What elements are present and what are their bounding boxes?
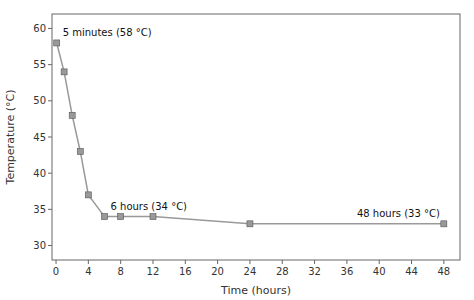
- marker: [118, 214, 124, 220]
- x-tick-label: 12: [147, 266, 160, 277]
- x-tick-label: 8: [117, 266, 123, 277]
- annotation: 48 hours (33 °C): [357, 208, 440, 219]
- marker: [150, 214, 156, 220]
- x-tick: [152, 260, 153, 264]
- x-tick-label: 32: [308, 266, 321, 277]
- x-tick: [282, 260, 283, 264]
- y-tick: [48, 209, 52, 210]
- x-tick-label: 36: [341, 266, 354, 277]
- x-tick-label: 28: [276, 266, 289, 277]
- marker: [77, 148, 83, 154]
- y-tick-label: 30: [33, 240, 46, 251]
- x-tick: [249, 260, 250, 264]
- marker: [54, 40, 60, 46]
- plot-area: [52, 14, 460, 260]
- x-tick-label: 4: [85, 266, 91, 277]
- y-tick-label: 60: [33, 23, 46, 34]
- x-tick-label: 20: [211, 266, 224, 277]
- y-tick: [48, 28, 52, 29]
- x-tick-label: 44: [405, 266, 418, 277]
- y-tick: [48, 245, 52, 246]
- annotation: 5 minutes (58 °C): [63, 27, 152, 38]
- x-tick: [120, 260, 121, 264]
- x-tick: [443, 260, 444, 264]
- y-tick-label: 35: [33, 204, 46, 215]
- y-tick-label: 50: [33, 95, 46, 106]
- marker: [61, 69, 67, 75]
- y-tick: [48, 100, 52, 101]
- x-tick: [346, 260, 347, 264]
- marker: [85, 192, 91, 198]
- y-tick-label: 40: [33, 168, 46, 179]
- plot-frame: [52, 14, 460, 260]
- x-tick: [185, 260, 186, 264]
- x-tick: [314, 260, 315, 264]
- y-axis-label: Temperature (°C): [4, 90, 17, 186]
- data-group: [54, 40, 447, 227]
- y-tick: [48, 137, 52, 138]
- annotation: 6 hours (34 °C): [111, 201, 188, 212]
- y-tick-label: 45: [33, 132, 46, 143]
- chart: 0481216202428323640444830354045505560Tim…: [0, 0, 474, 300]
- marker: [69, 112, 75, 118]
- x-tick: [88, 260, 89, 264]
- x-tick: [56, 260, 57, 264]
- x-tick: [411, 260, 412, 264]
- x-tick: [217, 260, 218, 264]
- x-tick-label: 16: [179, 266, 192, 277]
- line: [57, 43, 444, 224]
- x-tick-label: 40: [373, 266, 386, 277]
- x-tick-label: 48: [437, 266, 450, 277]
- x-tick: [379, 260, 380, 264]
- x-tick-label: 0: [53, 266, 59, 277]
- marker: [102, 214, 108, 220]
- x-tick-label: 24: [244, 266, 257, 277]
- y-tick: [48, 64, 52, 65]
- y-tick: [48, 173, 52, 174]
- y-tick-label: 55: [33, 59, 46, 70]
- marker: [441, 221, 447, 227]
- marker: [247, 221, 253, 227]
- x-axis-label: Time (hours): [220, 284, 291, 297]
